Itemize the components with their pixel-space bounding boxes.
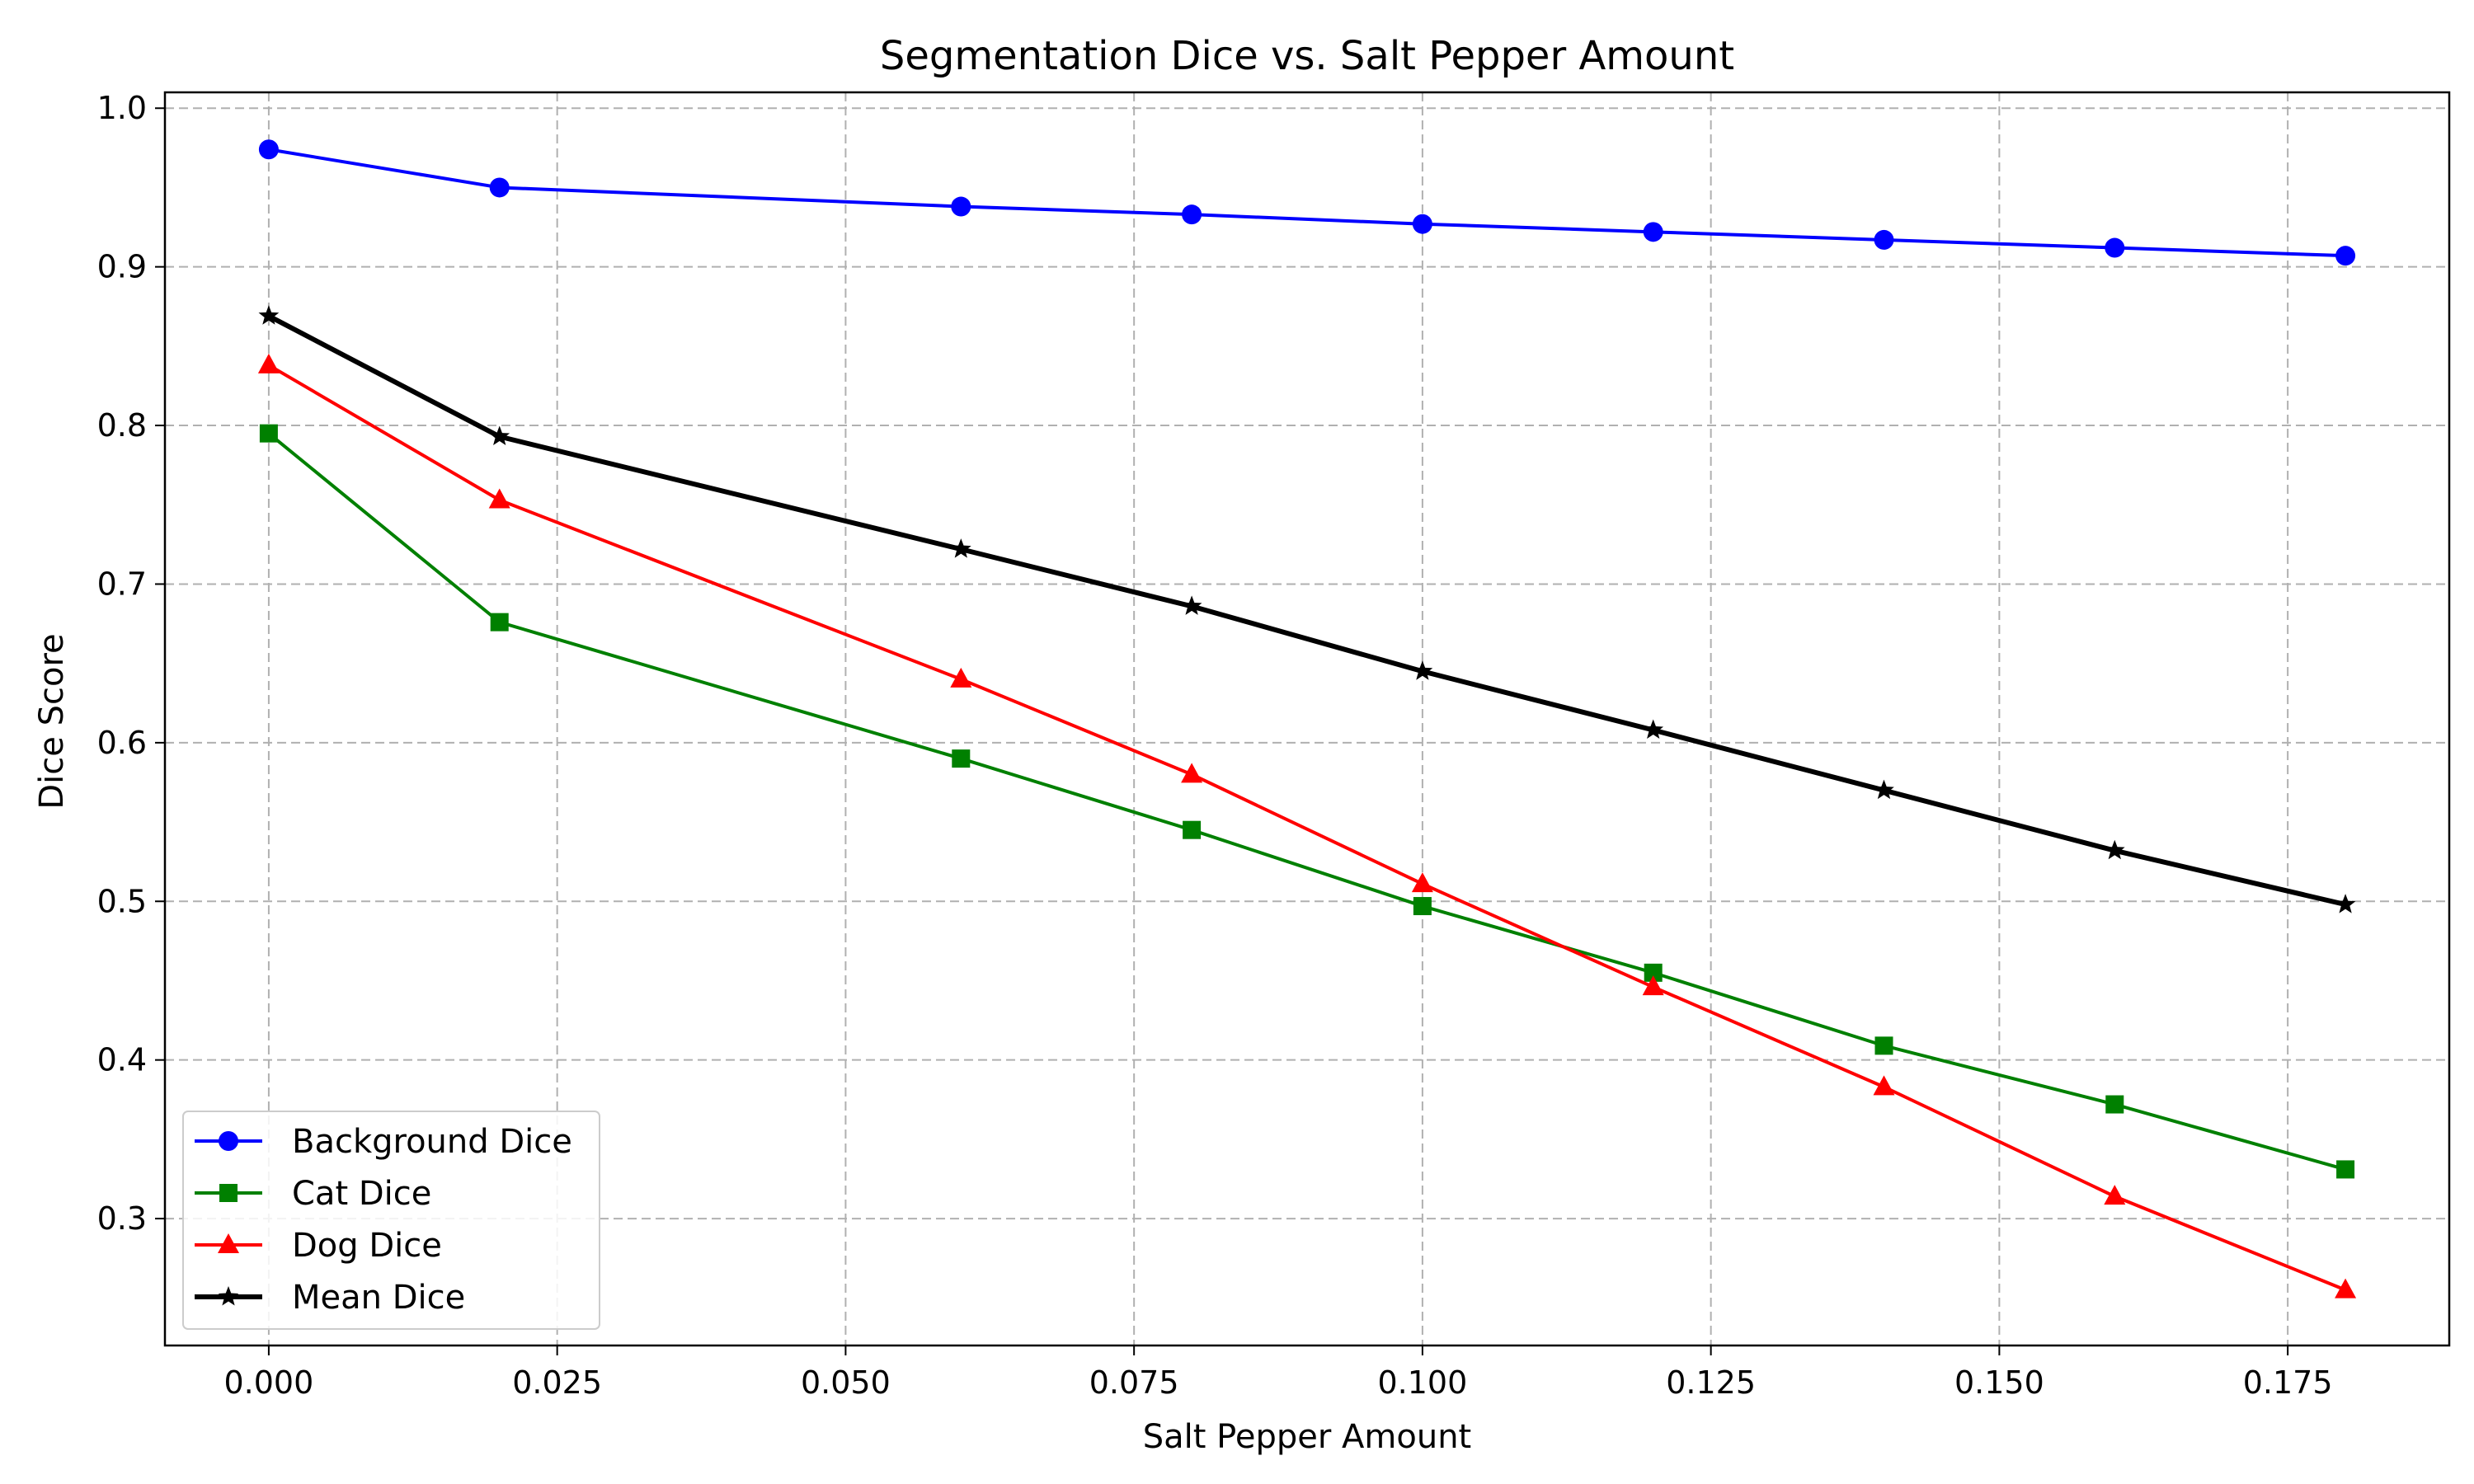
data-point-dog-dice xyxy=(488,488,510,509)
data-point-dog-dice xyxy=(1642,975,1664,996)
data-point-background-dice xyxy=(258,139,279,160)
data-point-dog-dice xyxy=(257,353,280,373)
data-point-mean-dice xyxy=(2335,894,2356,913)
legend: Background Dice Cat Dice Dog Dice Mean Dice xyxy=(182,1111,600,1330)
data-point-dog-dice xyxy=(950,667,972,688)
axis-ticks: 0.000 0.025 0.050 0.075 0.100 0.125 0.150 0.175… xyxy=(97,90,2333,1401)
data-point-mean-dice xyxy=(950,538,971,558)
x-tick-label: 0.000 xyxy=(224,1364,314,1401)
plot-frame xyxy=(163,91,2451,1347)
data-point-dog-dice xyxy=(2104,1185,2126,1205)
legend-label: Dog Dice xyxy=(292,1227,442,1265)
data-point-background-dice xyxy=(1643,222,1663,242)
x-tick-label: 0.175 xyxy=(2243,1364,2333,1401)
legend-item: Background Dice xyxy=(195,1123,572,1161)
data-point-background-dice xyxy=(1182,204,1202,225)
data-point-mean-dice xyxy=(1874,779,1894,800)
y-axis-label: Dice Score xyxy=(33,633,71,809)
data-point-dog-dice xyxy=(2335,1278,2357,1298)
y-tick-label: 0.3 xyxy=(97,1200,147,1237)
data-point-background-dice xyxy=(2105,237,2125,258)
x-tick-label: 0.150 xyxy=(1954,1364,2044,1401)
data-point-background-dice xyxy=(1412,214,1432,234)
data-point-background-dice xyxy=(1874,229,1894,250)
series-line-cat-dice xyxy=(267,432,2346,1172)
data-point-cat-dice xyxy=(952,749,971,768)
data-point-dog-dice xyxy=(1873,1075,1895,1096)
data-point-dog-dice xyxy=(1411,872,1433,893)
x-tick-label: 0.075 xyxy=(1089,1364,1179,1401)
series-mean-dice xyxy=(258,305,2356,913)
series-dog-dice xyxy=(257,353,2357,1298)
legend-item: Cat Dice xyxy=(195,1175,431,1213)
y-tick-label: 0.7 xyxy=(97,566,147,602)
legend-item: Mean Dice xyxy=(195,1279,465,1317)
legend-label: Cat Dice xyxy=(292,1175,431,1213)
legend-item: Dog Dice xyxy=(195,1227,442,1265)
x-tick-label: 0.025 xyxy=(512,1364,602,1401)
data-point-cat-dice xyxy=(490,613,509,632)
x-tick-label: 0.125 xyxy=(1666,1364,1756,1401)
y-tick-label: 0.8 xyxy=(97,407,147,444)
x-axis-label: Salt Pepper Amount xyxy=(1143,1418,1471,1456)
legend-box xyxy=(182,1111,600,1330)
data-point-dog-dice xyxy=(1181,763,1203,783)
data-point-cat-dice xyxy=(1644,963,1663,982)
data-point-cat-dice xyxy=(2105,1095,2124,1114)
series-background-dice xyxy=(258,139,2356,266)
data-point-cat-dice xyxy=(259,424,278,443)
legend-label: Mean Dice xyxy=(292,1279,465,1317)
data-point-background-dice xyxy=(2335,246,2356,266)
data-point-cat-dice xyxy=(1413,897,1432,916)
legend-marker xyxy=(218,1286,239,1306)
data-point-background-dice xyxy=(951,196,971,217)
data-point-mean-dice xyxy=(1643,719,1664,739)
series-line-mean-dice xyxy=(267,313,2346,908)
x-tick-label: 0.100 xyxy=(1378,1364,1468,1401)
data-point-mean-dice xyxy=(1181,595,1202,615)
data-point-cat-dice xyxy=(1874,1036,1893,1055)
y-tick-label: 0.5 xyxy=(97,883,147,919)
data-point-cat-dice xyxy=(2336,1160,2355,1179)
y-tick-label: 0.4 xyxy=(97,1042,147,1078)
y-tick-label: 0.9 xyxy=(97,249,147,285)
data-point-background-dice xyxy=(489,177,510,198)
series-cat-dice xyxy=(259,424,2355,1179)
legend-marker xyxy=(219,1131,238,1151)
data-point-mean-dice xyxy=(1412,660,1433,680)
y-tick-label: 0.6 xyxy=(97,725,147,761)
data-point-mean-dice xyxy=(489,425,510,446)
chart-title: Segmentation Dice vs. Salt Pepper Amount xyxy=(880,33,1734,79)
data-point-cat-dice xyxy=(1183,820,1202,839)
x-tick-label: 0.050 xyxy=(801,1364,891,1401)
legend-marker xyxy=(218,1233,239,1253)
y-tick-label: 1.0 xyxy=(97,90,147,126)
grid-lines xyxy=(165,92,2449,1345)
series-line-background-dice xyxy=(268,148,2346,258)
data-point-mean-dice xyxy=(258,305,280,325)
legend-label: Background Dice xyxy=(292,1123,572,1161)
data-point-mean-dice xyxy=(2104,839,2125,860)
legend-marker xyxy=(219,1184,238,1202)
